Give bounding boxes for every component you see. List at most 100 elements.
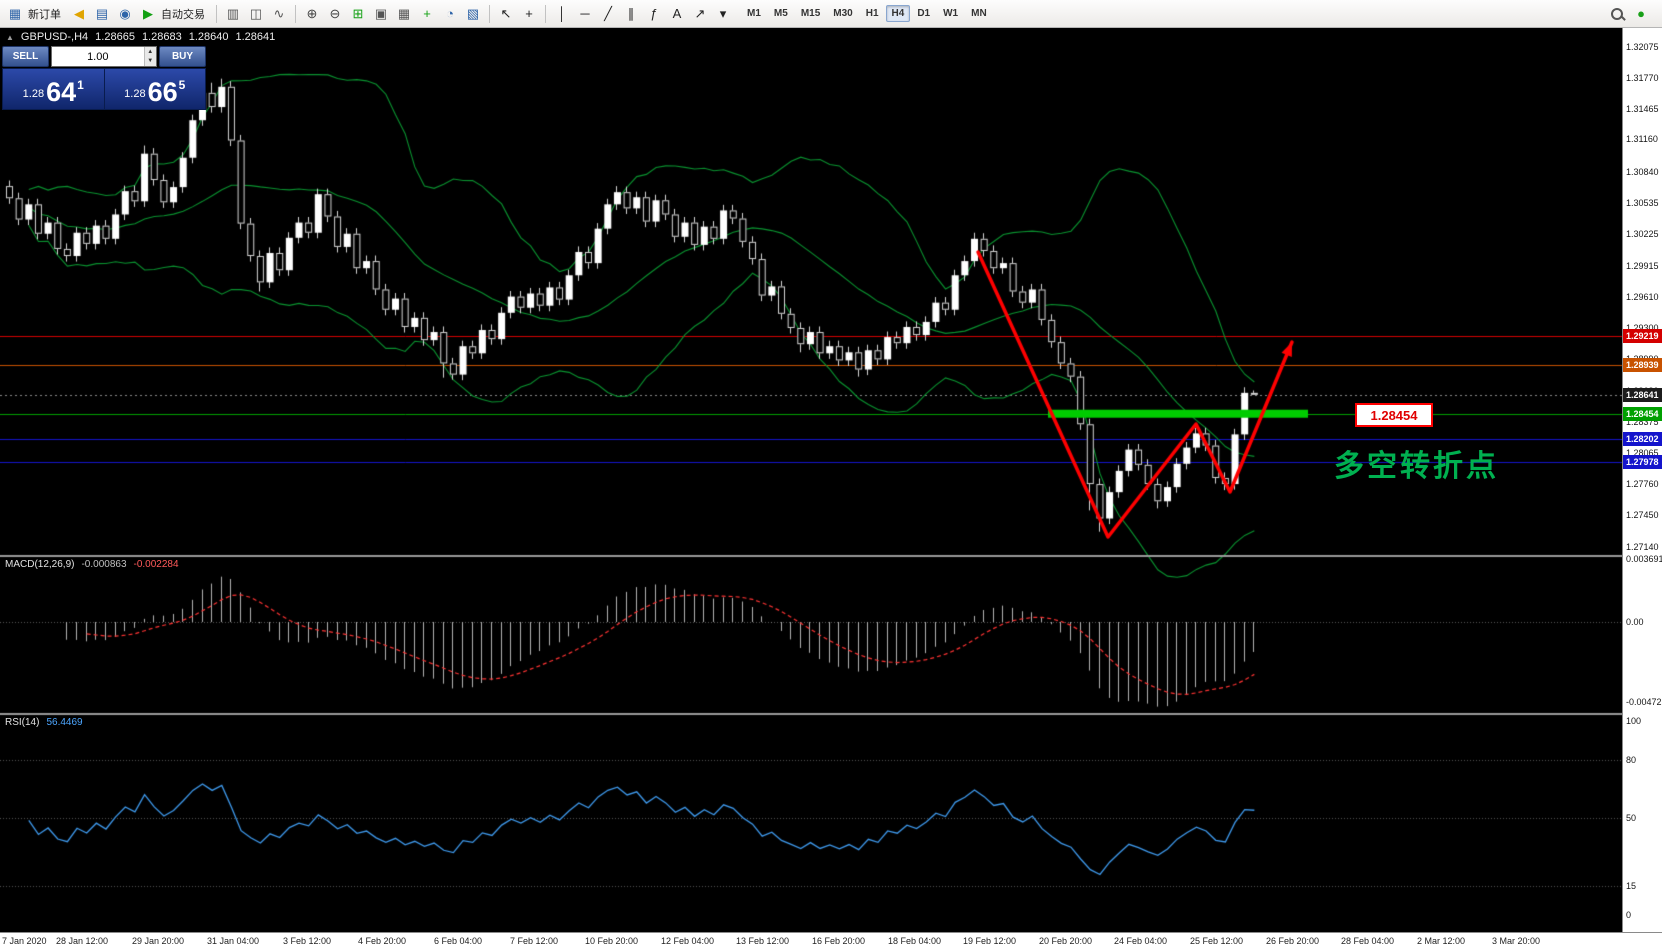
- price-axis-label: 1.28375: [1626, 416, 1659, 427]
- chart-quote-line: ▲ GBPUSD-,H4 1.28665 1.28683 1.28640 1.2…: [6, 31, 275, 43]
- turning-point-annotation: 多空转折点: [1334, 449, 1499, 484]
- sell-button[interactable]: SELL: [2, 46, 49, 67]
- bar-chart-mode-icon[interactable]: ▥: [226, 6, 240, 21]
- data-window-icon[interactable]: ◉: [119, 6, 131, 21]
- time-axis-label: 25 Feb 12:00: [1190, 936, 1244, 946]
- text-tool-icon[interactable]: A: [672, 6, 682, 21]
- timeframe-m5[interactable]: M5: [768, 5, 794, 22]
- auto-trading-icon[interactable]: ▶: [143, 6, 153, 21]
- time-axis-label: 28 Jan 12:00: [56, 936, 109, 946]
- vertical-line-tool-icon[interactable]: │: [557, 6, 567, 21]
- price-axis-label: 1.29300: [1626, 322, 1659, 333]
- toolbar-separator: [216, 4, 217, 23]
- cursor-tool-icon[interactable]: ↖: [500, 6, 512, 21]
- price-axis-label: 1.27140: [1626, 541, 1659, 552]
- quote-high: 1.28683: [141, 31, 182, 43]
- time-axis-label: 19 Feb 12:00: [963, 936, 1017, 946]
- quote-low: 1.28640: [188, 31, 229, 43]
- time-axis-label: 2 Mar 12:00: [1417, 936, 1466, 946]
- price-axis-label: 1.32075: [1626, 41, 1659, 52]
- timeframe-mn[interactable]: MN: [965, 5, 993, 22]
- zoom-in-icon[interactable]: ⊕: [306, 6, 318, 21]
- time-axis-label: 29 Jan 20:00: [132, 936, 185, 946]
- arrow-tool-icon[interactable]: ↗: [694, 6, 706, 21]
- channel-tool-icon[interactable]: ∥: [627, 6, 635, 21]
- new-order-icon[interactable]: ▦: [8, 6, 22, 21]
- price-axis-label: 1.29610: [1626, 291, 1659, 302]
- price-axis: 1.32075 1.31770 1.31465 1.31160 1.30840 1.305…: [1622, 28, 1662, 932]
- timeframe-w1[interactable]: W1: [937, 5, 964, 22]
- price-tag: 1.28454: [1623, 406, 1662, 421]
- community-icon[interactable]: ●: [1637, 6, 1645, 21]
- lot-decrease-button[interactable]: ▼: [144, 56, 156, 66]
- chart-window: ▲ GBPUSD-,H4 1.28665 1.28683 1.28640 1.2…: [0, 28, 1662, 932]
- quote-open: 1.28665: [95, 31, 135, 43]
- horizontal-line-tool-icon[interactable]: ─: [580, 6, 590, 21]
- price-axis-label: 1.29915: [1626, 260, 1659, 271]
- sell-price-display[interactable]: 1.28 64 1: [3, 69, 105, 109]
- price-axis-label: 1.30840: [1626, 166, 1659, 177]
- rsi-indicator-label: RSI(14) 56.4469: [5, 717, 83, 728]
- fibonacci-tool-icon[interactable]: ƒ: [650, 6, 658, 21]
- price-axis-label: 1.27450: [1626, 510, 1659, 521]
- new-order-label[interactable]: 新订单: [28, 7, 61, 21]
- timeframe-d1[interactable]: D1: [911, 5, 936, 22]
- price-axis-label: 1.31770: [1626, 72, 1659, 83]
- timeframe-m30[interactable]: M30: [827, 5, 858, 22]
- symbol-period-label: GBPUSD-,H4: [20, 31, 89, 43]
- price-tag: 1.29219: [1623, 329, 1662, 344]
- strategy-tester-icon[interactable]: ▧: [466, 6, 480, 21]
- trendline-tool-icon[interactable]: ╱: [604, 6, 612, 21]
- rsi-value: 56.4469: [46, 717, 83, 728]
- rsi-axis-label: 0: [1626, 910, 1632, 920]
- macd-signal-value: -0.002284: [133, 559, 179, 570]
- crosshair-tool-icon[interactable]: +: [525, 6, 533, 21]
- cascade-windows-icon[interactable]: ▣: [374, 6, 388, 21]
- timeframe-toolbar: M1 M5 M15 M30 H1 H4 D1 W1 MN: [741, 5, 993, 22]
- lot-increase-button[interactable]: ▲: [144, 47, 156, 57]
- timeframe-h1[interactable]: H1: [860, 5, 885, 22]
- shapes-dropdown-icon[interactable]: ▾: [719, 6, 727, 21]
- price-tag: 1.27978: [1623, 454, 1662, 469]
- toolbar-separator: [545, 4, 546, 23]
- price-axis-label: 1.31160: [1626, 134, 1658, 145]
- toolbar: ▦ 新订单 ◀ ▤ ◉ ▶ 自动交易 ▥ ◫ ∿ ⊕ ⊖ ⊞ ▣ ▦ + ◔ ▧ ↖ + │ ─ ╱ ∥ ƒ A ↗ ▾ M1 M5 M15…: [0, 0, 1662, 28]
- line-chart-mode-icon[interactable]: ∿: [273, 6, 285, 21]
- time-axis-label: 4 Feb 20:00: [358, 936, 407, 946]
- market-watch-icon[interactable]: ▤: [95, 6, 109, 21]
- buy-price-display[interactable]: 1.28 66 5: [124, 77, 186, 108]
- auto-trading-label[interactable]: 自动交易: [161, 7, 205, 21]
- time-axis-label: 3 Mar 20:00: [1492, 936, 1541, 946]
- quote-close: 1.28641: [235, 31, 276, 43]
- candle-chart-mode-icon[interactable]: ◫: [249, 6, 263, 21]
- timeframe-m15[interactable]: M15: [795, 5, 826, 22]
- price-tag: 1.28939: [1623, 357, 1662, 372]
- price-axis-label: 1.30535: [1626, 197, 1659, 208]
- rsi-name: RSI(14): [5, 717, 40, 728]
- time-axis-label: 31 Jan 04:00: [207, 936, 260, 946]
- tile-windows-icon[interactable]: ⊞: [352, 6, 364, 21]
- rsi-axis-label: 100: [1626, 716, 1642, 726]
- time-axis-label: 18 Feb 04:00: [888, 936, 942, 946]
- arrange-windows-icon[interactable]: ▦: [397, 6, 411, 21]
- new-chart-icon[interactable]: +: [423, 6, 431, 21]
- one-click-collapse-icon[interactable]: ▲: [6, 32, 14, 42]
- zoom-out-icon[interactable]: ⊖: [329, 6, 341, 21]
- search-icon[interactable]: [1608, 5, 1626, 23]
- lot-input[interactable]: [52, 47, 144, 66]
- timeframe-m1[interactable]: M1: [741, 5, 767, 22]
- price-chart-canvas[interactable]: [0, 28, 1622, 932]
- alerts-icon[interactable]: ◀: [74, 6, 84, 21]
- support-price-label[interactable]: 1.28454: [1355, 403, 1433, 427]
- price-axis-label: 1.30225: [1626, 229, 1659, 240]
- timeframe-h4[interactable]: H4: [885, 5, 911, 22]
- buy-button[interactable]: BUY: [159, 46, 206, 67]
- chart-profiles-icon[interactable]: ◔: [446, 6, 454, 21]
- macd-name: MACD(12,26,9): [5, 559, 75, 570]
- one-click-trading-panel: SELL ▲▼ BUY 1.28641 1.28665: [2, 46, 206, 110]
- price-axis-label: 1.28065: [1626, 448, 1659, 459]
- price-tag: 1.28202: [1623, 432, 1662, 447]
- lot-spinner: ▲ ▼: [143, 47, 156, 66]
- macd-indicator-label: MACD(12,26,9) -0.000863 -0.002284: [5, 559, 179, 570]
- macd-main-value: -0.000863: [81, 559, 127, 570]
